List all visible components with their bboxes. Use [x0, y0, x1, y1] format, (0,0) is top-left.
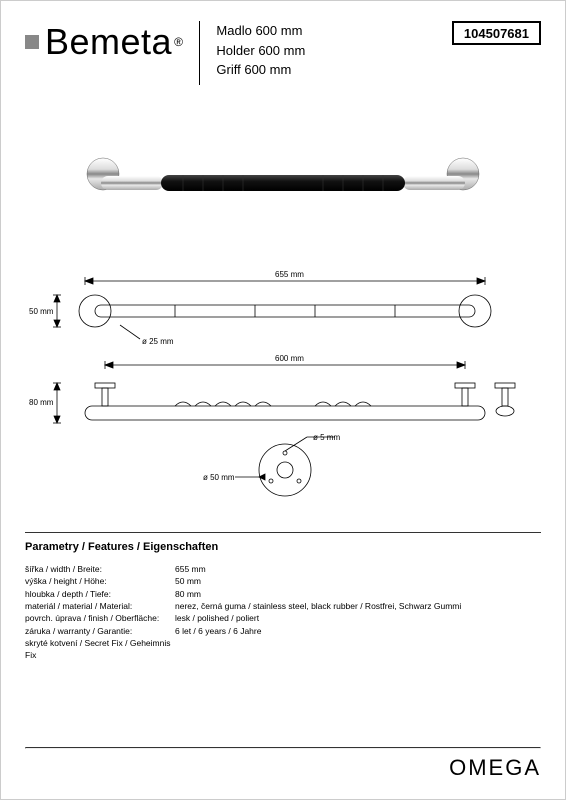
dim-50: 50 mm: [29, 307, 54, 316]
registered-icon: ®: [174, 35, 183, 49]
header-divider: [199, 21, 200, 85]
spec-label: materiál / material / Material:: [25, 600, 175, 612]
specs-rule: [25, 532, 541, 533]
spec-value: [175, 637, 541, 662]
spec-label: výška / height / Höhe:: [25, 575, 175, 587]
spec-value: 80 mm: [175, 588, 541, 600]
spec-label: záruka / warranty / Garantie:: [25, 625, 175, 637]
spec-label: skryté kotvení / Secret Fix / Geheimnis …: [25, 637, 175, 662]
spec-label: povrch. úprava / finish / Oberfläche:: [25, 612, 175, 624]
spec-label: hloubka / depth / Tiefe:: [25, 588, 175, 600]
dim-600: 600 mm: [275, 354, 304, 363]
dim-d5: ø 5 mm: [313, 433, 340, 442]
logo-square-icon: [25, 35, 39, 49]
spec-row: výška / height / Höhe:50 mm: [25, 575, 541, 587]
spec-row: skryté kotvení / Secret Fix / Geheimnis …: [25, 637, 541, 662]
title-cz: Madlo 600 mm: [216, 21, 436, 41]
technical-drawings: 655 mm 50 mm ø 25 mm 600 mm 80 mm ø 5 mm…: [25, 265, 541, 510]
spec-row: povrch. úprava / finish / Oberfläche:les…: [25, 612, 541, 624]
dim-d50: ø 50 mm: [203, 473, 235, 482]
series-name: OMEGA: [449, 755, 541, 781]
header: Bemeta ® Madlo 600 mm Holder 600 mm Grif…: [25, 21, 541, 85]
specs-section: Parametry / Features / Eigenschaften šíř…: [25, 532, 541, 662]
dim-80: 80 mm: [29, 398, 54, 407]
spec-row: šířka / width / Breite:655 mm: [25, 563, 541, 575]
spec-row: záruka / warranty / Garantie:6 let / 6 y…: [25, 625, 541, 637]
holder-render-icon: [73, 150, 493, 210]
title-de: Griff 600 mm: [216, 60, 436, 80]
dim-d25: ø 25 mm: [142, 337, 174, 346]
spec-value: 50 mm: [175, 575, 541, 587]
specs-heading: Parametry / Features / Eigenschaften: [25, 541, 541, 553]
product-image: [25, 125, 541, 235]
title-en: Holder 600 mm: [216, 41, 436, 61]
spec-value: 655 mm: [175, 563, 541, 575]
footer-rule: [25, 747, 541, 749]
spec-value: nerez, černá guma / stainless steel, bla…: [175, 600, 541, 612]
spec-value: lesk / polished / poliert: [175, 612, 541, 624]
dim-655: 655 mm: [275, 270, 304, 279]
spec-label: šířka / width / Breite:: [25, 563, 175, 575]
spec-value: 6 let / 6 years / 6 Jahre: [175, 625, 541, 637]
product-titles: Madlo 600 mm Holder 600 mm Griff 600 mm: [216, 21, 436, 80]
drawings-svg: 655 mm 50 mm ø 25 mm 600 mm 80 mm ø 5 mm…: [25, 265, 543, 505]
spec-row: materiál / material / Material:nerez, če…: [25, 600, 541, 612]
brand-logo: Bemeta ®: [25, 21, 183, 63]
product-code: 104507681: [452, 21, 541, 45]
brand-name: Bemeta: [45, 21, 172, 63]
spec-row: hloubka / depth / Tiefe:80 mm: [25, 588, 541, 600]
